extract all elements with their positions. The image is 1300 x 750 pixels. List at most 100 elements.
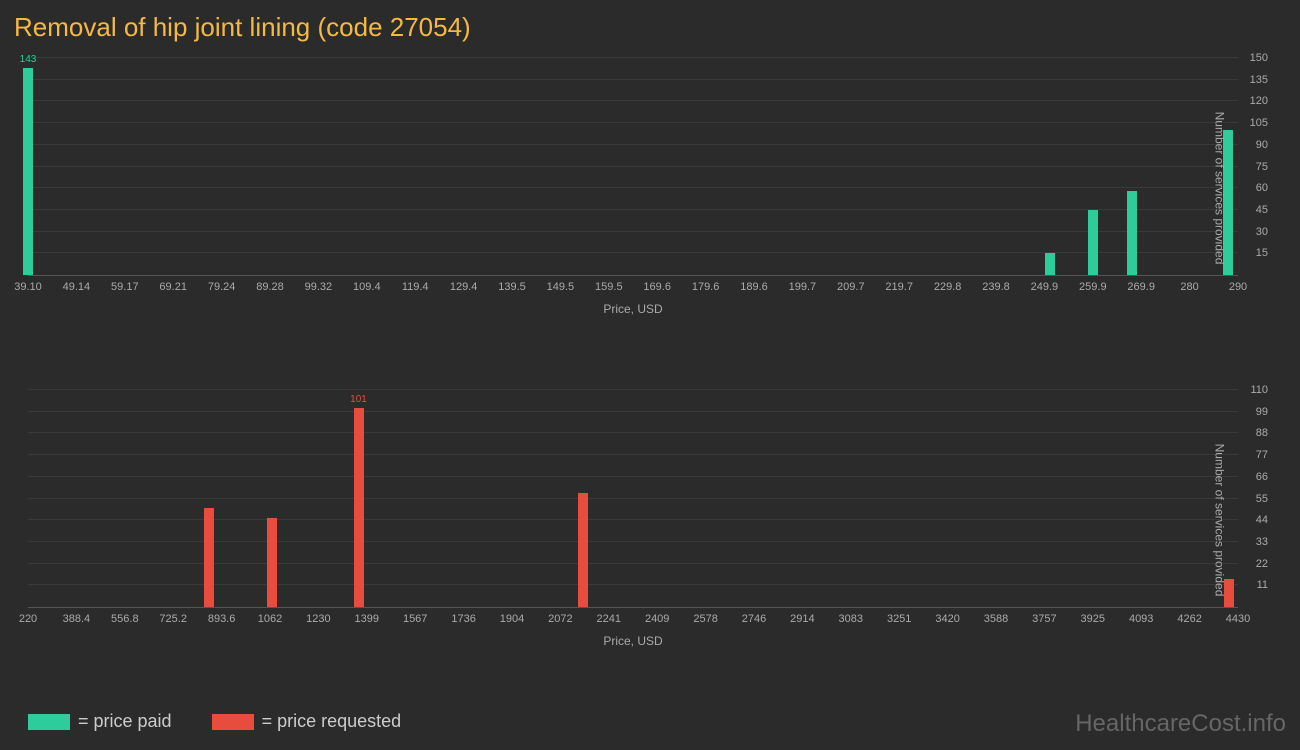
- gridline: [28, 476, 1238, 477]
- ytick: 88: [1256, 427, 1268, 439]
- bar: [1088, 210, 1098, 275]
- xtick: 119.4: [402, 281, 429, 293]
- legend-item-requested: = price requested: [212, 711, 402, 732]
- xtick: 1736: [451, 613, 475, 625]
- gridline: [28, 209, 1238, 210]
- xtick: 239.8: [982, 281, 1010, 293]
- bar: 143: [23, 68, 33, 275]
- xtick: 4430: [1226, 613, 1250, 625]
- ytick: 75: [1256, 161, 1268, 173]
- ytick: 60: [1256, 182, 1268, 194]
- ytick: 99: [1256, 406, 1268, 418]
- gridline: [28, 498, 1238, 499]
- ytick: 45: [1256, 204, 1268, 216]
- gridline: [28, 57, 1238, 58]
- gridline: [28, 144, 1238, 145]
- xtick: 1567: [403, 613, 427, 625]
- xtick: 2072: [548, 613, 572, 625]
- xtick: 4093: [1129, 613, 1153, 625]
- legend-item-paid: = price paid: [28, 711, 172, 732]
- legend-swatch-green: [28, 714, 70, 730]
- ytick: 55: [1256, 493, 1268, 505]
- xtick: 3588: [984, 613, 1008, 625]
- xtick: 229.8: [934, 281, 962, 293]
- gridline: [28, 100, 1238, 101]
- xtick: 179.6: [692, 281, 720, 293]
- bar: [578, 493, 588, 607]
- xtick: 556.8: [111, 613, 139, 625]
- ytick: 15: [1256, 247, 1268, 259]
- xtick: 3420: [935, 613, 959, 625]
- xtick: 169.6: [643, 281, 671, 293]
- ytick: 77: [1256, 449, 1268, 461]
- xtick: 2746: [742, 613, 766, 625]
- xtick: 893.6: [208, 613, 236, 625]
- gridline: [28, 231, 1238, 232]
- xtick: 4262: [1177, 613, 1201, 625]
- gridline: [28, 454, 1238, 455]
- gridline: [28, 187, 1238, 188]
- xtick: 219.7: [885, 281, 913, 293]
- ytick: 33: [1256, 536, 1268, 548]
- ylabel-top: Number of services provided: [1213, 112, 1227, 265]
- xtick: 3251: [887, 613, 911, 625]
- gridline: [28, 389, 1238, 390]
- xtick: 159.5: [595, 281, 623, 293]
- xtick: 3925: [1081, 613, 1105, 625]
- ytick: 11: [1257, 579, 1268, 591]
- xtick: 69.21: [159, 281, 187, 293]
- bar: [1045, 253, 1055, 275]
- xtick: 1062: [258, 613, 282, 625]
- plot-area-bottom: 112233445566778899110220388.4556.8725.28…: [28, 390, 1238, 608]
- ytick: 120: [1250, 95, 1268, 107]
- ytick: 110: [1250, 384, 1268, 396]
- xtick: 259.9: [1079, 281, 1107, 293]
- xlabel-bottom: Price, USD: [603, 634, 662, 648]
- gridline: [28, 252, 1238, 253]
- xtick: 249.9: [1031, 281, 1059, 293]
- xtick: 269.9: [1127, 281, 1155, 293]
- xtick: 79.24: [208, 281, 236, 293]
- xtick: 3083: [839, 613, 863, 625]
- ytick: 150: [1250, 52, 1268, 64]
- ytick: 135: [1250, 74, 1268, 86]
- ytick: 44: [1256, 514, 1268, 526]
- xtick: 2241: [597, 613, 621, 625]
- legend: = price paid = price requested: [28, 711, 401, 732]
- bar-value-label: 143: [20, 54, 37, 65]
- chart-price-paid: 15304560759010512013515039.1049.1459.176…: [28, 58, 1238, 318]
- gridline: [28, 79, 1238, 80]
- xtick: 59.17: [111, 281, 139, 293]
- bar: 101: [354, 408, 364, 607]
- gridline: [28, 411, 1238, 412]
- plot-area-top: 15304560759010512013515039.1049.1459.176…: [28, 58, 1238, 276]
- xtick: 280: [1180, 281, 1198, 293]
- bar-value-label: 101: [350, 394, 367, 405]
- bar: [1127, 191, 1137, 275]
- xtick: 1399: [355, 613, 379, 625]
- legend-swatch-red: [212, 714, 254, 730]
- xtick: 209.7: [837, 281, 865, 293]
- page-title: Removal of hip joint lining (code 27054): [0, 0, 1300, 51]
- ylabel-bottom: Number of services provided: [1213, 444, 1227, 597]
- xtick: 129.4: [450, 281, 478, 293]
- ytick: 105: [1250, 117, 1268, 129]
- xtick: 220: [19, 613, 37, 625]
- gridline: [28, 122, 1238, 123]
- ytick: 90: [1256, 139, 1268, 151]
- xtick: 189.6: [740, 281, 768, 293]
- gridline: [28, 432, 1238, 433]
- legend-label-requested: = price requested: [262, 711, 402, 732]
- xtick: 199.7: [789, 281, 817, 293]
- xtick: 149.5: [547, 281, 575, 293]
- ytick: 22: [1256, 558, 1268, 570]
- xtick: 2914: [790, 613, 814, 625]
- ytick: 30: [1256, 226, 1268, 238]
- xtick: 49.14: [63, 281, 91, 293]
- xtick: 1230: [306, 613, 330, 625]
- xtick: 139.5: [498, 281, 526, 293]
- ytick: 66: [1256, 471, 1268, 483]
- xtick: 99.32: [305, 281, 333, 293]
- xtick: 725.2: [159, 613, 187, 625]
- xtick: 2409: [645, 613, 669, 625]
